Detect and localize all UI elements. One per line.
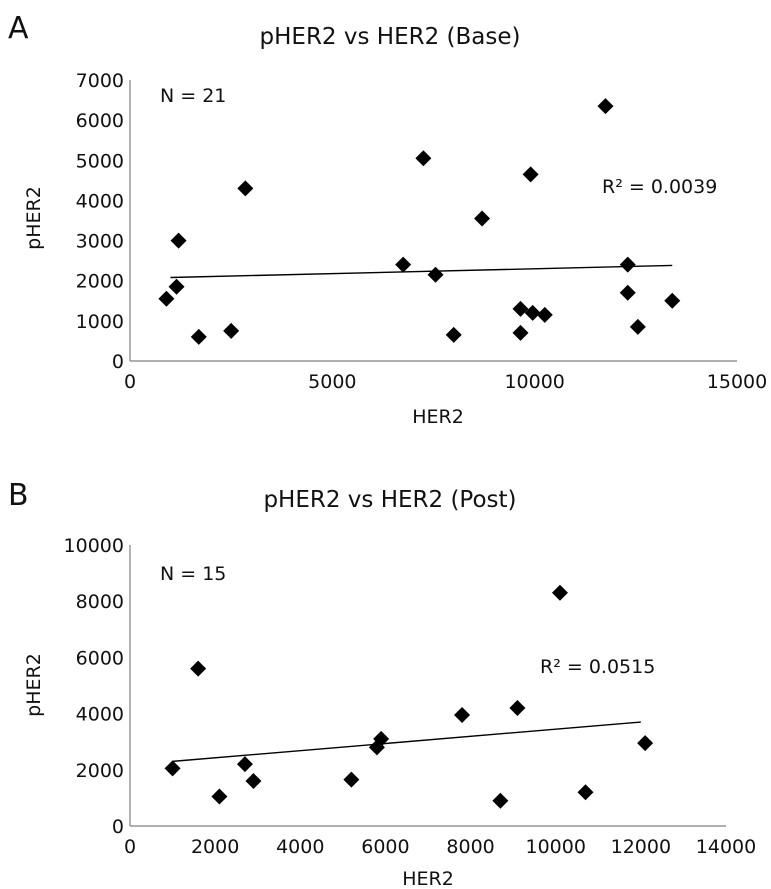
y-tick-label-a: 6000 [76,110,124,132]
panel-label-b: B [8,478,29,513]
x-tick-label-a: 0 [124,371,136,393]
data-point-a [536,306,553,323]
trendline-b [172,721,641,763]
data-point-b [236,756,253,773]
data-point-b [245,773,262,790]
data-point-b [211,788,228,805]
y-tick-label-a: 7000 [76,70,124,92]
data-point-a [522,166,539,183]
x-tick-label-a: 5000 [308,371,356,393]
data-point-a [158,290,175,307]
data-point-b [492,792,509,809]
y-tick-label-b: 2000 [76,760,124,782]
y-tick-label-a: 1000 [76,311,124,333]
markers-b [164,584,654,809]
y-tick-label-b: 4000 [76,704,124,726]
data-point-b [577,784,594,801]
data-point-a [512,324,529,341]
y-tick-label-a: 5000 [76,150,124,172]
y-axis-label-b: pHER2 [23,653,45,717]
chart-title-b: pHER2 vs HER2 (Post) [263,487,516,513]
data-point-a [664,292,681,309]
x-tick-label-a: 10000 [504,371,564,393]
y-tick-label-b: 8000 [76,591,124,613]
data-point-a [619,256,636,273]
data-point-b [454,707,471,724]
y-tick-label-a: 3000 [76,231,124,253]
x-tick-label-b: 0 [124,836,136,858]
ticks-a: 0 1000 2000 3000 4000 5000 6000 7000 0 5000 10000 1… [76,70,768,393]
data-point-a [524,304,541,321]
data-point-b [373,730,390,747]
x-tick-label-b: 4000 [276,836,324,858]
y-tick-label-b: 6000 [76,647,124,669]
chart-title-a: pHER2 vs HER2 (Base) [260,24,521,50]
r2-label-a: R² = 0.0039 [602,176,717,198]
x-tick-label-b: 2000 [191,836,239,858]
y-tick-label-a: 2000 [76,271,124,293]
data-point-a [619,284,636,301]
data-point-b [509,699,526,716]
x-tick-label-b: 10000 [525,836,585,858]
data-point-b [190,660,207,677]
data-point-a [395,256,412,273]
data-point-a [190,328,207,345]
y-tick-label-b: 0 [112,816,124,838]
x-tick-label-a: 15000 [707,371,767,393]
data-point-a [445,326,462,343]
y-tick-label-a: 0 [112,351,124,373]
n-label-b: N = 15 [160,563,226,585]
data-point-b [637,735,654,752]
x-tick-label-b: 14000 [696,836,756,858]
data-point-b [164,760,181,777]
x-tick-label-b: 8000 [446,836,494,858]
data-point-a [629,318,646,335]
x-tick-label-b: 12000 [611,836,671,858]
data-point-b [343,771,360,788]
markers-a [158,98,681,345]
y-tick-label-b: 10000 [64,535,124,557]
chart-panel-a: A pHER2 vs HER2 (Base) N = 21 R² = 0.003… [8,11,767,428]
panel-label-a: A [8,11,29,46]
data-point-a [427,266,444,283]
data-point-a [223,322,240,339]
x-axis-label-a: HER2 [412,406,464,428]
data-point-a [474,210,491,227]
r2-label-b: R² = 0.0515 [540,656,655,678]
data-point-a [512,300,529,317]
x-tick-label-b: 6000 [361,836,409,858]
x-axis-label-b: HER2 [402,868,454,889]
y-tick-label-a: 4000 [76,190,124,212]
data-point-b [551,584,568,601]
ticks-b: 0 2000 4000 6000 8000 10000 0 2000 4000 6000 8000 1… [64,535,757,858]
n-label-a: N = 21 [160,85,226,107]
data-point-a [237,180,254,197]
data-point-a [415,150,432,167]
chart-panel-b: B pHER2 vs HER2 (Post) N = 15 R² = 0.051… [8,478,756,889]
data-point-a [168,278,185,295]
data-point-a [170,232,187,249]
y-axis-label-a: pHER2 [23,186,45,250]
data-point-a [597,98,614,115]
trendline-a [170,264,673,279]
